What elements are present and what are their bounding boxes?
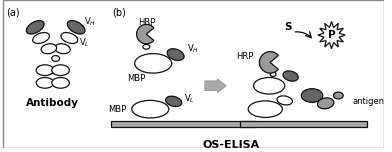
Wedge shape xyxy=(260,52,278,73)
Text: V$_H$: V$_H$ xyxy=(187,43,200,55)
Ellipse shape xyxy=(254,78,285,94)
Text: OS-ELISA: OS-ELISA xyxy=(203,140,260,150)
Text: V$_L$: V$_L$ xyxy=(184,92,195,105)
Ellipse shape xyxy=(26,21,44,34)
Ellipse shape xyxy=(165,96,182,107)
Text: (b): (b) xyxy=(112,8,126,18)
Text: V$_H$: V$_H$ xyxy=(84,15,96,28)
Ellipse shape xyxy=(277,96,292,105)
Ellipse shape xyxy=(167,49,184,60)
Ellipse shape xyxy=(52,65,69,76)
FancyArrow shape xyxy=(205,79,226,93)
Bar xyxy=(111,121,256,127)
Ellipse shape xyxy=(41,44,56,54)
Bar xyxy=(240,121,367,127)
Ellipse shape xyxy=(67,21,85,34)
Text: antigen: antigen xyxy=(352,97,384,106)
Text: Antibody: Antibody xyxy=(26,98,79,108)
Text: MBP: MBP xyxy=(127,74,146,83)
Ellipse shape xyxy=(248,101,282,117)
Text: MBP: MBP xyxy=(109,105,127,114)
Ellipse shape xyxy=(301,89,323,102)
Polygon shape xyxy=(318,21,345,49)
Text: P: P xyxy=(328,30,336,40)
Text: S: S xyxy=(284,22,291,32)
Ellipse shape xyxy=(55,44,70,54)
Ellipse shape xyxy=(52,78,69,88)
Text: HRP: HRP xyxy=(138,17,155,27)
Text: V$_L$: V$_L$ xyxy=(79,37,90,49)
Wedge shape xyxy=(136,24,154,44)
Ellipse shape xyxy=(134,54,172,73)
Ellipse shape xyxy=(36,78,54,88)
Text: (a): (a) xyxy=(6,8,20,18)
Ellipse shape xyxy=(36,65,54,76)
Ellipse shape xyxy=(61,33,78,43)
Ellipse shape xyxy=(283,71,298,81)
Ellipse shape xyxy=(270,72,276,76)
Text: HRP: HRP xyxy=(236,52,254,61)
Ellipse shape xyxy=(52,56,60,61)
Ellipse shape xyxy=(334,92,343,99)
Ellipse shape xyxy=(33,33,49,43)
Ellipse shape xyxy=(143,44,150,49)
Ellipse shape xyxy=(318,98,334,109)
Ellipse shape xyxy=(132,100,169,118)
